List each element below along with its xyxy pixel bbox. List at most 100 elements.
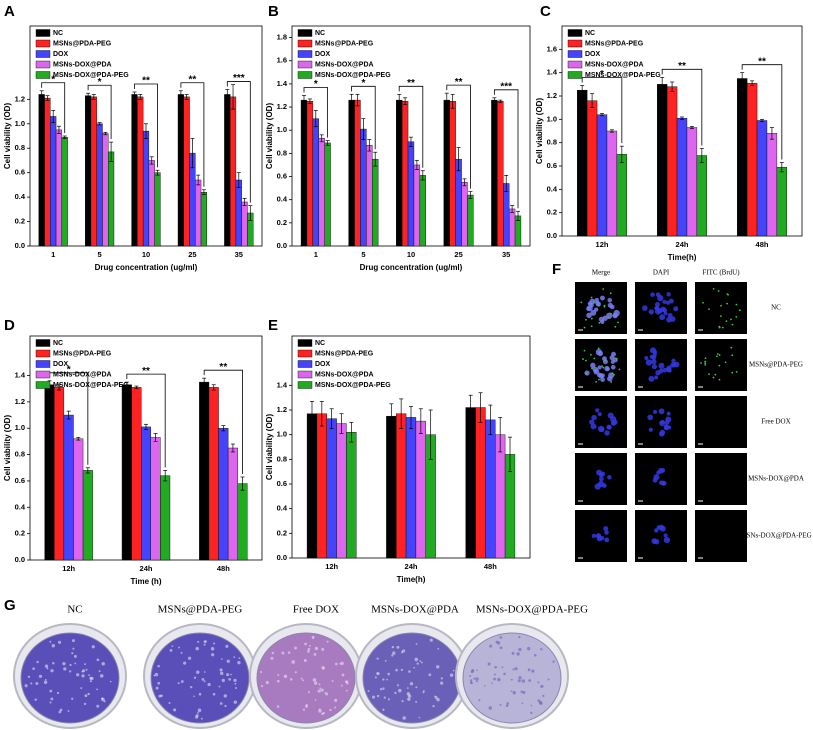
stain-speck [499,636,503,639]
stain-speck [318,708,321,711]
error-bar [309,401,314,427]
stain-speck [212,692,216,696]
nucleus [657,308,663,314]
stain-speck [71,652,74,655]
stain-speck [400,651,404,654]
stain-speck [260,670,263,674]
y-tick-label: 1.0 [15,119,25,128]
bar [131,94,138,247]
stain-speck [415,700,418,703]
bar [300,99,308,247]
legend-swatch [35,381,51,389]
stain-speck [276,679,280,683]
legend-swatch [567,50,583,58]
nucleus [604,530,609,535]
stain-speck [99,674,104,678]
bar [497,101,504,247]
bar [386,415,397,559]
legend-label: MSNs-DOX@PDA-PEG [315,382,391,389]
bar [102,133,109,247]
y-tick-label: 0.6 [15,476,25,485]
nucleus [660,419,665,425]
bar [195,179,202,247]
error-bar [389,403,394,429]
legend-label: MSNs-DOX@PDA [585,61,644,68]
y-tick-label: 1.2 [277,102,287,111]
stain-speck [531,669,535,673]
bar [326,418,337,559]
nucleus [660,468,666,473]
stain-speck [383,696,386,699]
nucleus [607,475,612,480]
stain-speck [157,664,160,668]
brdu-signal [583,326,586,329]
stain-speck [539,702,543,705]
error-bar [600,113,604,117]
stain-speck [220,658,223,660]
stain-speck [334,662,338,666]
stain-speck [521,679,526,683]
bar [82,470,93,561]
bar [461,182,468,247]
y-tick-label: 1.4 [277,380,288,389]
legend-label: MSNs@PDA-PEG [585,40,644,47]
legend-label: DOX [53,361,69,368]
brdu-signal [598,378,600,381]
y-axis-label: Cell viability (OD) [265,414,274,481]
y-axis-label: Cell viability (OD) [535,98,544,165]
stain-speck [237,660,241,665]
y-tick-label: 0.2 [15,217,25,226]
stain-speck [71,697,74,700]
stain-speck [449,673,454,677]
stain-speck [197,711,199,714]
nucleus [600,295,605,301]
stain-speck [396,684,400,687]
dish-label: MSNs@PDA-PEG [158,604,243,616]
bar [415,420,426,559]
error-bar [680,116,684,120]
stain-speck [314,699,317,701]
stain-speck [499,703,502,706]
x-tick-label: 1 [314,250,318,259]
stain-speck [321,712,324,716]
stain-speck [432,705,435,708]
legend-swatch [297,349,313,358]
row-label: MSNs@PDA-PEG [749,361,803,369]
stain-speck [386,678,389,681]
nucleus [658,362,665,369]
stain-speck [392,651,396,655]
stain-speck [394,691,397,695]
y-tick-label: 1.2 [547,91,557,100]
stain-speck [505,704,509,708]
significance-bracket [581,77,623,144]
stain-speck [321,647,325,651]
panel-label: A [4,3,15,20]
error-bar [86,92,91,99]
error-bar [444,92,449,108]
nucleus [589,419,595,425]
stain-speck [518,647,522,652]
stain-speck [382,687,385,690]
y-tick-label: 0.8 [277,454,287,463]
legend-label: MSNs@PDA-PEG [315,40,374,47]
brdu-signal [613,373,615,376]
stain-speck [83,702,87,706]
bar [38,94,45,247]
bar [756,120,768,237]
bar [348,99,355,247]
stain-speck [69,670,72,673]
brdu-signal [610,381,613,383]
error-bar [670,81,675,92]
significance-bracket [180,82,205,187]
stain-speck [219,702,223,705]
significance-label: ** [758,56,766,67]
brdu-signal [585,372,588,375]
stain-speck [193,676,197,679]
x-axis-label: Time(h) [668,253,697,262]
nucleus [663,536,671,544]
brdu-signal [731,323,734,326]
stain-speck [32,667,35,671]
brdu-signal [731,354,734,357]
brdu-signal [726,302,728,305]
brdu-signal [590,296,593,299]
